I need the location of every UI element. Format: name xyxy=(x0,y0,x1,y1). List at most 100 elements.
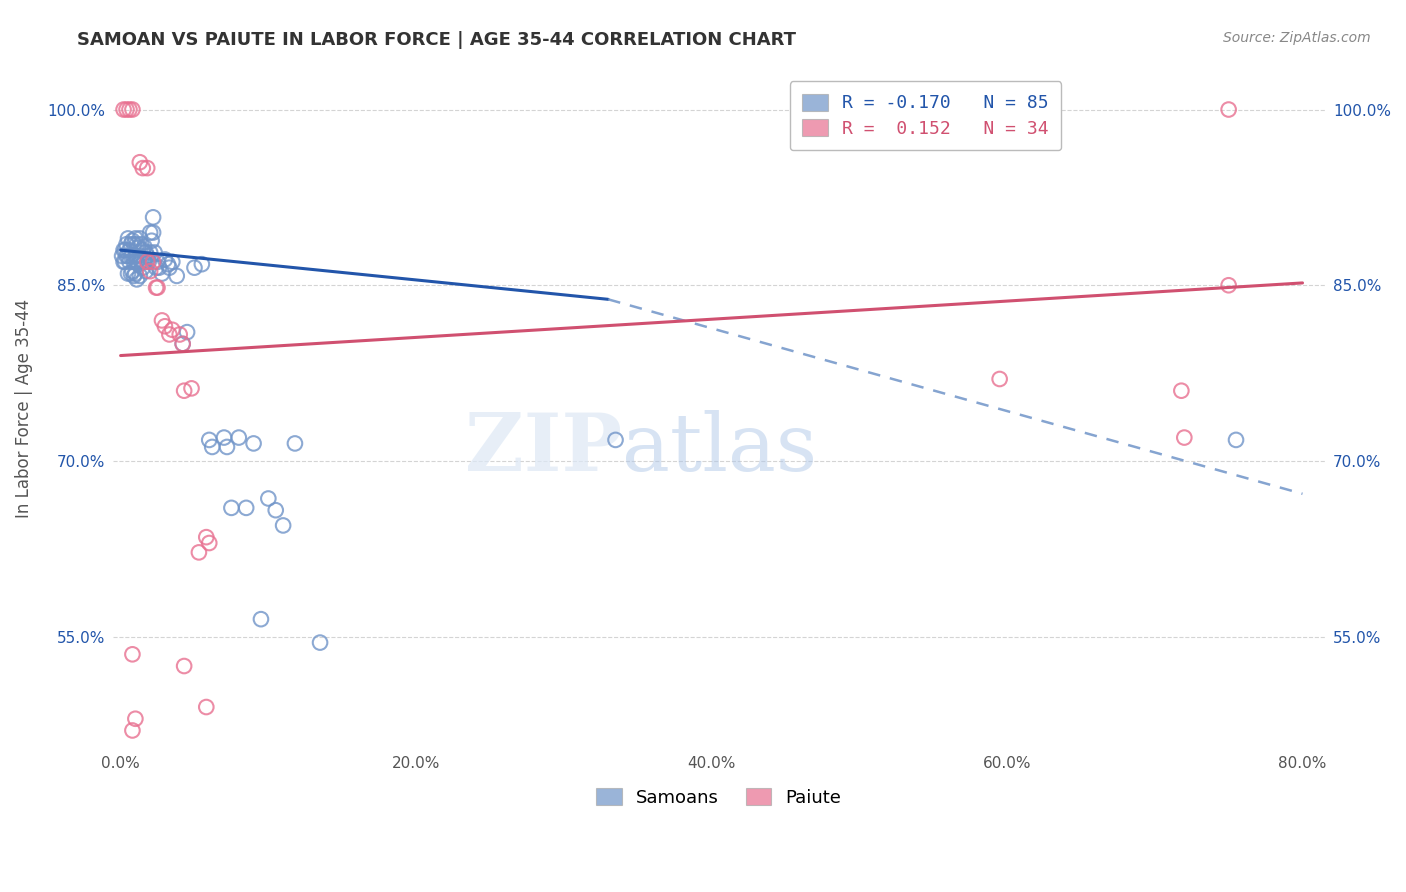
Point xyxy=(173,384,195,398)
Point xyxy=(134,255,156,269)
Point xyxy=(250,612,273,626)
Legend: Samoans, Paiute: Samoans, Paiute xyxy=(589,780,849,814)
Point xyxy=(114,255,136,269)
Point xyxy=(172,336,194,351)
Point xyxy=(134,239,156,253)
Point xyxy=(157,260,180,275)
Point xyxy=(191,257,214,271)
Point xyxy=(112,103,135,117)
Point xyxy=(129,255,152,269)
Text: atlas: atlas xyxy=(621,410,817,488)
Point xyxy=(114,243,136,257)
Point xyxy=(212,431,235,445)
Point xyxy=(112,243,135,257)
Point xyxy=(148,260,170,275)
Point xyxy=(156,257,179,271)
Point xyxy=(136,161,159,175)
Point xyxy=(198,536,221,550)
Point xyxy=(169,327,191,342)
Point xyxy=(264,503,287,517)
Point xyxy=(142,255,165,269)
Point xyxy=(117,249,139,263)
Point xyxy=(111,249,134,263)
Point xyxy=(138,255,160,269)
Point xyxy=(1173,431,1195,445)
Point xyxy=(124,231,146,245)
Point xyxy=(121,103,143,117)
Text: SAMOAN VS PAIUTE IN LABOR FORCE | AGE 35-44 CORRELATION CHART: SAMOAN VS PAIUTE IN LABOR FORCE | AGE 35… xyxy=(77,31,796,49)
Point xyxy=(122,268,145,283)
Point xyxy=(235,500,257,515)
Point xyxy=(139,245,162,260)
Point xyxy=(605,433,627,447)
Point xyxy=(150,267,173,281)
Point xyxy=(128,231,150,245)
Point xyxy=(153,319,176,334)
Point xyxy=(132,260,155,275)
Point xyxy=(136,255,159,269)
Point xyxy=(132,243,155,257)
Point xyxy=(128,268,150,283)
Point xyxy=(128,249,150,263)
Point xyxy=(988,372,1011,386)
Point xyxy=(150,313,173,327)
Point xyxy=(1218,103,1240,117)
Point xyxy=(183,260,205,275)
Point xyxy=(127,241,149,255)
Point xyxy=(242,436,264,450)
Point xyxy=(180,381,202,395)
Point xyxy=(284,436,307,450)
Point xyxy=(127,257,149,271)
Point xyxy=(122,237,145,252)
Point xyxy=(120,267,142,281)
Point xyxy=(1170,384,1192,398)
Point xyxy=(129,237,152,252)
Text: Source: ZipAtlas.com: Source: ZipAtlas.com xyxy=(1223,31,1371,45)
Point xyxy=(132,161,155,175)
Point xyxy=(162,255,184,269)
Point xyxy=(121,234,143,248)
Y-axis label: In Labor Force | Age 35-44: In Labor Force | Age 35-44 xyxy=(15,299,32,518)
Point xyxy=(117,231,139,245)
Point xyxy=(121,648,143,662)
Point xyxy=(125,255,148,269)
Point xyxy=(145,260,167,275)
Point xyxy=(198,433,221,447)
Point xyxy=(121,248,143,262)
Point xyxy=(124,267,146,281)
Point xyxy=(142,226,165,240)
Point xyxy=(125,272,148,286)
Point xyxy=(118,243,141,257)
Point xyxy=(142,211,165,225)
Point xyxy=(118,255,141,269)
Point xyxy=(173,659,195,673)
Point xyxy=(176,325,198,339)
Point xyxy=(157,327,180,342)
Point xyxy=(115,103,138,117)
Point xyxy=(118,103,141,117)
Point xyxy=(124,249,146,263)
Point xyxy=(187,545,209,559)
Point xyxy=(112,255,135,269)
Point xyxy=(221,500,243,515)
Point xyxy=(195,530,218,544)
Point xyxy=(228,431,250,445)
Point xyxy=(124,712,146,726)
Point xyxy=(1218,278,1240,293)
Point xyxy=(121,264,143,278)
Point xyxy=(143,245,166,260)
Point xyxy=(120,249,142,263)
Point xyxy=(215,440,238,454)
Point xyxy=(195,700,218,714)
Point xyxy=(145,280,167,294)
Point xyxy=(139,226,162,240)
Point xyxy=(146,280,169,294)
Point xyxy=(201,440,224,454)
Point xyxy=(172,336,194,351)
Point xyxy=(166,268,188,283)
Point xyxy=(136,249,159,263)
Point xyxy=(309,635,332,649)
Point xyxy=(135,264,157,278)
Point xyxy=(115,249,138,263)
Point xyxy=(257,491,280,506)
